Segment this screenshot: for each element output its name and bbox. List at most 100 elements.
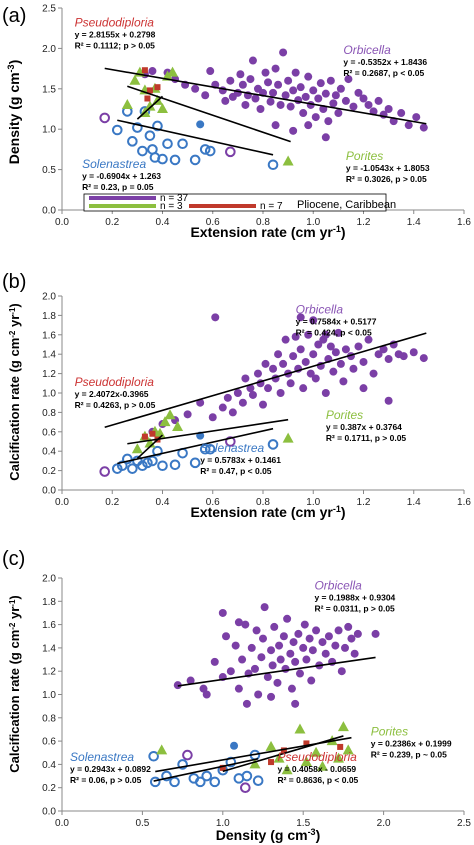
- data-point: [199, 443, 211, 455]
- legend-box: [83, 193, 387, 212]
- y-tick-label: 2.5: [42, 4, 56, 15]
- data-point: [287, 684, 296, 693]
- plot-area-a: 0.0 0.2 0.4 0.6 0.8 1.0 1.2 1.4 1.6 0.0 0.5 1.0 1.5 2…: [42, 4, 471, 229]
- data-point: [241, 620, 250, 629]
- equation-label: y = 2.4072x-0.3965: [75, 389, 149, 399]
- data-point: [364, 100, 373, 109]
- data-point: [289, 86, 298, 95]
- data-point: [238, 655, 247, 664]
- data-point: [148, 750, 159, 762]
- data-point: [300, 620, 309, 629]
- data-point: [412, 113, 421, 122]
- data-point: [209, 776, 221, 788]
- data-point: [314, 94, 323, 103]
- r2-label: R² = 0.2687, p < 0.05: [343, 68, 424, 78]
- data-point: [257, 653, 266, 662]
- r2-label: R² = 0.06, p > 0.05: [70, 775, 142, 785]
- data-point: [233, 389, 242, 397]
- data-point: [399, 352, 408, 361]
- x-tick-label: 1.0: [306, 217, 320, 228]
- data-point: [268, 661, 277, 670]
- data-point: [276, 389, 285, 397]
- data-point: [189, 154, 201, 166]
- equation-label: y = 0.1988x + 0.9304: [314, 593, 395, 603]
- x-tick-label: 1.4: [407, 217, 421, 228]
- data-point: [409, 348, 418, 357]
- data-point: [263, 673, 272, 682]
- equation-label: y = 2.8155x + 0.2798: [75, 30, 156, 40]
- data-point: [199, 144, 211, 155]
- data-point: [359, 357, 368, 366]
- data-point: [256, 105, 265, 113]
- data-point: [159, 416, 171, 427]
- data-point: [182, 749, 193, 761]
- x-tick-label: 1.2: [357, 217, 371, 228]
- legend-title: Pliocene, Caribbean: [297, 199, 396, 211]
- data-point: [267, 159, 279, 171]
- data-point: [266, 97, 275, 106]
- y-axis-label-a: Density (g cm-3): [6, 60, 22, 165]
- data-point: [311, 113, 320, 122]
- data-point: [250, 664, 259, 673]
- data-point: [225, 436, 236, 447]
- data-point: [309, 316, 318, 325]
- y-tick-label: 1.0: [42, 389, 56, 400]
- data-point: [291, 68, 300, 77]
- r2-label: R² = 0.1112; p > 0.05: [75, 41, 156, 51]
- data-point: [271, 64, 280, 73]
- data-point: [254, 690, 263, 699]
- x-tick-label: 0.0: [55, 497, 69, 508]
- data-point: [337, 667, 346, 676]
- data-point: [336, 84, 345, 93]
- data-point: [240, 782, 251, 794]
- data-point: [225, 146, 236, 158]
- data-point: [142, 457, 153, 469]
- data-point: [308, 646, 317, 655]
- data-point: [259, 634, 267, 643]
- data-point: [259, 400, 267, 409]
- data-point: [177, 759, 188, 770]
- x-tick-label: 1.2: [357, 497, 371, 508]
- data-point: [252, 626, 261, 635]
- y-tick-label: 0.5: [42, 165, 56, 176]
- data-point: [321, 330, 330, 339]
- data-point: [276, 100, 285, 109]
- x-tick-label: 1.6: [457, 217, 471, 228]
- data-point: [316, 760, 328, 771]
- y-tick-label: 0.8: [42, 713, 56, 724]
- data-point: [349, 364, 358, 373]
- data-point: [252, 775, 264, 787]
- y-tick-label: 1.0: [42, 125, 56, 136]
- data-point: [147, 455, 158, 467]
- x-axis-label-a: Extension rate (cm yr-1): [190, 224, 345, 240]
- data-point: [275, 641, 284, 650]
- data-point: [419, 354, 428, 363]
- data-point: [354, 342, 363, 351]
- data-point: [167, 66, 179, 77]
- data-point: [353, 629, 362, 638]
- y-tick-label: 1.4: [42, 643, 56, 654]
- legend-label-n37: n = 37: [160, 193, 189, 204]
- data-point: [286, 102, 295, 111]
- species-label: Orbicella: [343, 43, 391, 57]
- plot-area-c: 0.0 0.5 1.0 1.5 2.0 2.5 0.0 0.2 0.4 0.6 0.8 1.0 1.2 1…: [42, 574, 471, 830]
- equation-label: y = 0.5783x + 0.1461: [200, 455, 281, 465]
- data-point: [274, 80, 283, 89]
- y-tick-label: 1.6: [42, 330, 56, 341]
- data-point: [334, 328, 343, 337]
- data-point: [311, 374, 320, 383]
- data-point: [177, 138, 188, 150]
- data-point: [299, 109, 308, 118]
- data-point: [309, 86, 318, 95]
- data-point: [314, 340, 323, 349]
- data-point: [248, 390, 257, 399]
- data-point: [141, 67, 148, 74]
- data-point: [283, 614, 292, 623]
- data-point: [206, 67, 215, 76]
- data-point: [321, 89, 330, 98]
- data-point: [194, 776, 206, 788]
- data-point: [221, 96, 230, 105]
- data-point: [282, 432, 294, 443]
- y-tick-label: 1.2: [42, 667, 56, 678]
- data-point: [241, 770, 253, 782]
